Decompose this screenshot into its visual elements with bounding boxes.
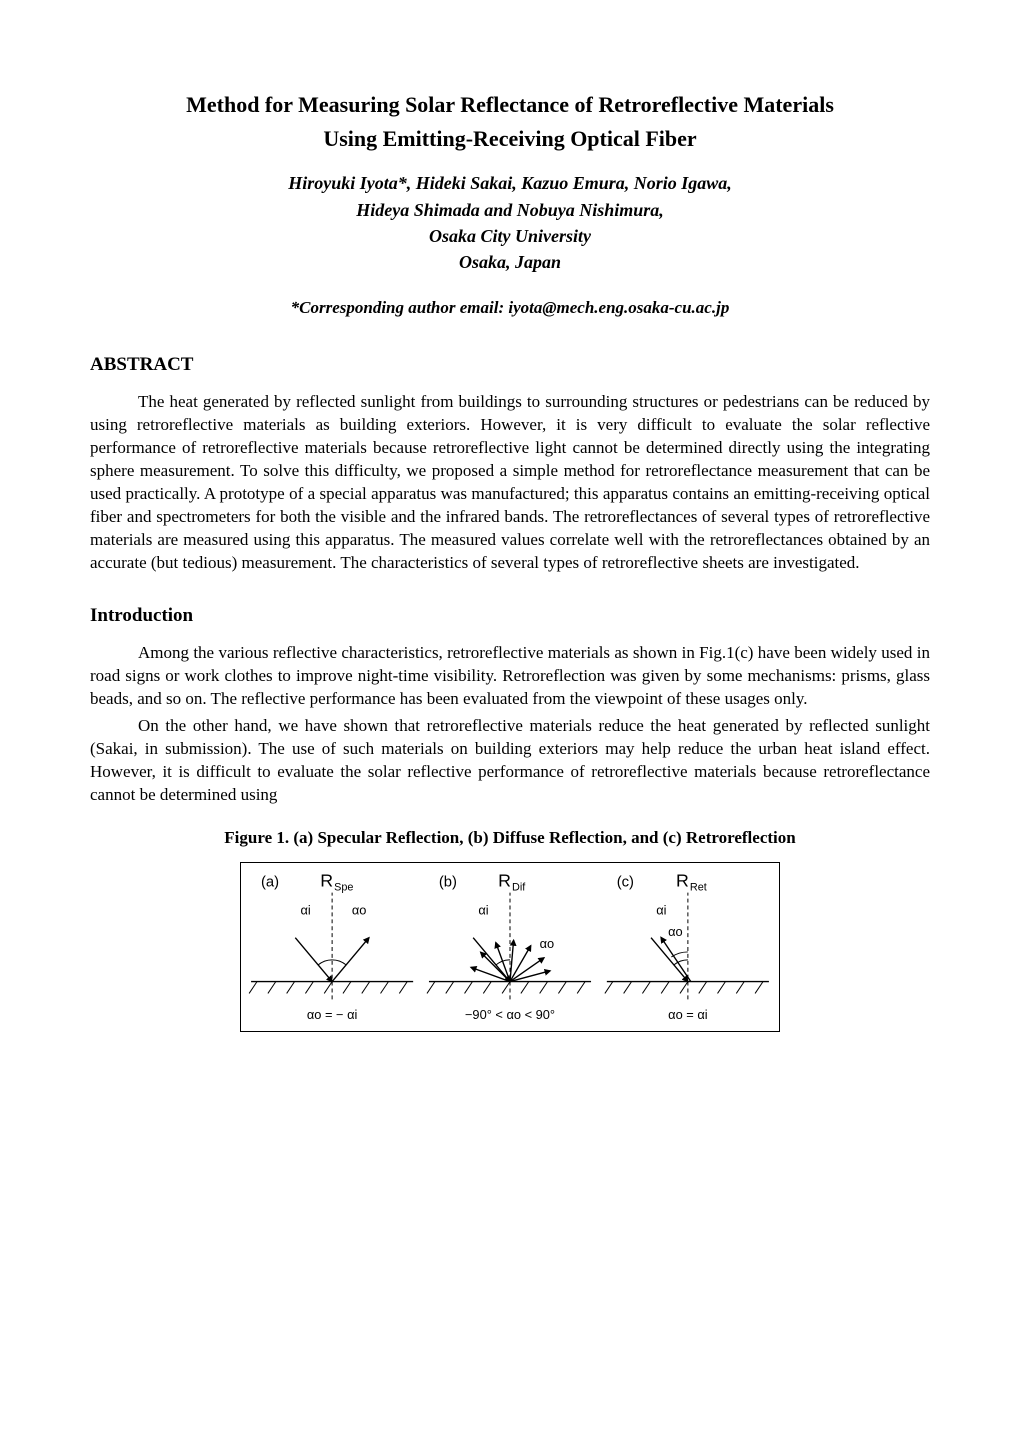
- svg-text:αi: αi: [300, 902, 310, 917]
- corresponding-author: *Corresponding author email: iyota@mech.…: [90, 297, 930, 320]
- paper-title-line1: Method for Measuring Solar Reflectance o…: [90, 90, 930, 120]
- authors-line2: Hideya Shimada and Nobuya Nishimura,: [90, 198, 930, 222]
- introduction-heading: Introduction: [90, 603, 930, 629]
- svg-text:R: R: [320, 870, 333, 890]
- svg-text:Dif: Dif: [512, 881, 526, 893]
- svg-text:R: R: [498, 870, 511, 890]
- svg-text:αo: αo: [352, 902, 367, 917]
- svg-text:Ret: Ret: [690, 881, 707, 893]
- svg-text:(b): (b): [439, 874, 457, 890]
- svg-text:Spe: Spe: [334, 881, 353, 893]
- svg-text:αo: αo: [540, 936, 555, 951]
- intro-paragraph-2: On the other hand, we have shown that re…: [90, 715, 930, 807]
- abstract-paragraph: The heat generated by reflected sunlight…: [90, 391, 930, 575]
- svg-text:αo: αo: [668, 924, 683, 939]
- figure1-caption: Figure 1. (a) Specular Reflection, (b) D…: [90, 827, 930, 850]
- svg-text:αi: αi: [656, 902, 666, 917]
- svg-text:αo = − αi: αo = − αi: [307, 1007, 358, 1022]
- svg-text:−90° < αo < 90°: −90° < αo < 90°: [465, 1007, 555, 1022]
- intro-paragraph-1: Among the various reflective characteris…: [90, 642, 930, 711]
- affiliation-line2: Osaka, Japan: [90, 250, 930, 274]
- authors-line1: Hiroyuki Iyota*, Hideki Sakai, Kazuo Emu…: [90, 171, 930, 195]
- abstract-heading: ABSTRACT: [90, 352, 930, 378]
- svg-text:(c): (c): [617, 874, 634, 890]
- svg-text:(a): (a): [261, 874, 279, 890]
- paper-title-line2: Using Emitting-Receiving Optical Fiber: [90, 124, 930, 154]
- svg-text:αi: αi: [478, 902, 488, 917]
- svg-text:αo = αi: αo = αi: [668, 1007, 707, 1022]
- figure1-diagram: (a)RSpeαiαoαo = − αi(b)RDifαiαo−90° < αo…: [240, 862, 780, 1032]
- affiliation-line1: Osaka City University: [90, 224, 930, 248]
- svg-text:R: R: [676, 870, 689, 890]
